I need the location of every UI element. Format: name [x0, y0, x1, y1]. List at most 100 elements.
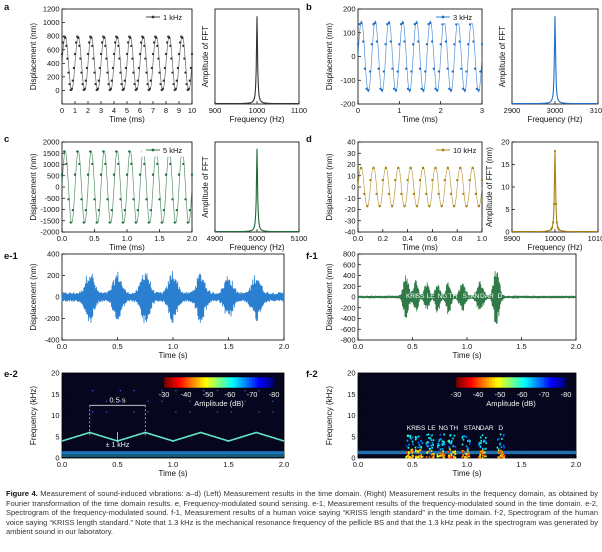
a-time-data-point [150, 66, 154, 70]
f2-voice-speck [414, 446, 417, 449]
e2-xtick-label: 2.0 [279, 460, 289, 469]
c-time-xtick-label: 0.0 [57, 234, 67, 243]
b-time-data-point [473, 67, 477, 70]
b-time-ytick-label: -200 [340, 100, 355, 109]
c-time-ytick-label: 1000 [43, 160, 60, 169]
d-time-data-point [403, 204, 406, 208]
f2-voice-speck [440, 453, 443, 456]
f2-colorbar-cell [502, 377, 506, 388]
d-fft-data-point [553, 149, 557, 153]
a-time-xlabel: Time (ms) [109, 115, 145, 124]
b-time-data-point [411, 43, 415, 46]
f2-voice-speck [461, 435, 464, 438]
a-time-data-point [119, 71, 122, 74]
c-time-data-point [184, 198, 187, 201]
panel-label-d: d [306, 134, 312, 145]
f2-voice-speck [420, 440, 422, 442]
f2-voice-speck [461, 443, 464, 446]
a-time-data-point [177, 52, 181, 56]
f2-colorbar-cell [456, 377, 460, 388]
e2-colorbar-cell [166, 377, 170, 388]
b-time-data-point [393, 87, 396, 90]
a-time-data-point [106, 71, 109, 74]
a-time-data-point [129, 36, 132, 39]
d-time-data-point [468, 178, 471, 182]
e2-harmonic-speck [216, 390, 219, 392]
a-time-data-point [123, 79, 126, 82]
a-time-data-point [145, 71, 148, 74]
c-fft-xtick-label: 5100 [291, 234, 308, 243]
c-time-data-point [93, 198, 96, 201]
f2-voice-speck [428, 437, 430, 439]
d-time-xtick-label: 0.6 [427, 234, 437, 243]
f2-voice-speck [425, 443, 428, 446]
f1-signal-trace [357, 271, 577, 324]
f2-voice-speck [416, 456, 418, 459]
c-time-legend-box [141, 144, 191, 157]
a-time-xtick-label: 4 [112, 106, 116, 115]
d-time-data-point [387, 192, 391, 196]
b-time-data-point [424, 70, 427, 73]
f2-voice-speck [431, 456, 434, 459]
f2-voice-speck [468, 455, 471, 458]
f2-voice-speck [442, 440, 444, 443]
f2-ytick-label: 10 [347, 411, 355, 420]
d-time-ytick-label: 30 [347, 149, 355, 158]
f2-voice-speck [485, 436, 487, 439]
e2-ytick-label: 0 [55, 454, 59, 463]
b-time-data-point [365, 87, 368, 90]
c-time-data-point [134, 221, 137, 224]
f2-voice-speck [484, 440, 487, 443]
a-fft-xlabel: Frequency (Hz) [229, 115, 284, 124]
f2-syllable-label: STAN [464, 425, 481, 432]
b-time-data-point [458, 40, 461, 43]
b-time-data-point [475, 87, 478, 90]
f1-xtick-label: 2.0 [571, 342, 581, 351]
a-time-data-point [86, 52, 90, 56]
f2-voice-speck [502, 444, 505, 447]
a-time-data-point [64, 36, 67, 39]
e2-harmonic-speck [175, 411, 177, 413]
a-time-data-point [155, 36, 158, 39]
b-fft-xtick-label: 3100 [590, 106, 602, 115]
f2-voice-speck [467, 447, 469, 449]
c-time-data-point [164, 173, 168, 176]
a-fft-xtick-label: 900 [209, 106, 222, 115]
b-time-data-point [401, 21, 404, 25]
f2-voice-speck [409, 434, 412, 437]
a-time-data-point [105, 57, 108, 60]
f2-voice-speck [432, 444, 434, 446]
a-time-data-point [98, 66, 102, 70]
f2-voice-speck [503, 446, 505, 449]
f2-voice-speck [462, 438, 465, 441]
f2-voice-speck [450, 455, 453, 458]
a-time-data-point [85, 66, 89, 70]
f2-voice-speck [480, 442, 482, 444]
f2-colorbar-frame [455, 376, 567, 389]
f2-colorbar-cell [563, 377, 567, 388]
c-time-data-point [78, 162, 81, 166]
f2-voice-speck [428, 455, 431, 458]
a-time-data-point [136, 79, 139, 82]
f2-voice-speck [478, 442, 481, 445]
a-time-data-point [190, 52, 194, 56]
f2-voice-speck [485, 455, 487, 458]
e2-harmonic-speck [230, 411, 233, 413]
b-time-data-point [441, 23, 444, 26]
c-time-data-point [69, 221, 72, 224]
c-fft-ylabel: Amplitude of FFT [201, 156, 210, 217]
f2-voice-speck [410, 451, 413, 454]
d-time-data-point [477, 204, 481, 208]
f2-voice-speck [409, 450, 412, 453]
f2-voice-speck [453, 455, 455, 458]
b-time-ylabel: Displacement (nm) [325, 23, 334, 90]
e2-colorbar-cell [164, 377, 168, 388]
f2-voice-speck [466, 456, 468, 458]
e2-colorbar-tick: -60 [225, 390, 236, 399]
f2-colorbar-cell [489, 377, 493, 388]
f2-voice-speck [498, 456, 501, 459]
b-time-data-point [377, 67, 380, 70]
f2-voice-speck [478, 443, 480, 446]
a-time-xtick-label: 6 [138, 106, 142, 115]
e2-colorbar-cell [221, 377, 225, 388]
